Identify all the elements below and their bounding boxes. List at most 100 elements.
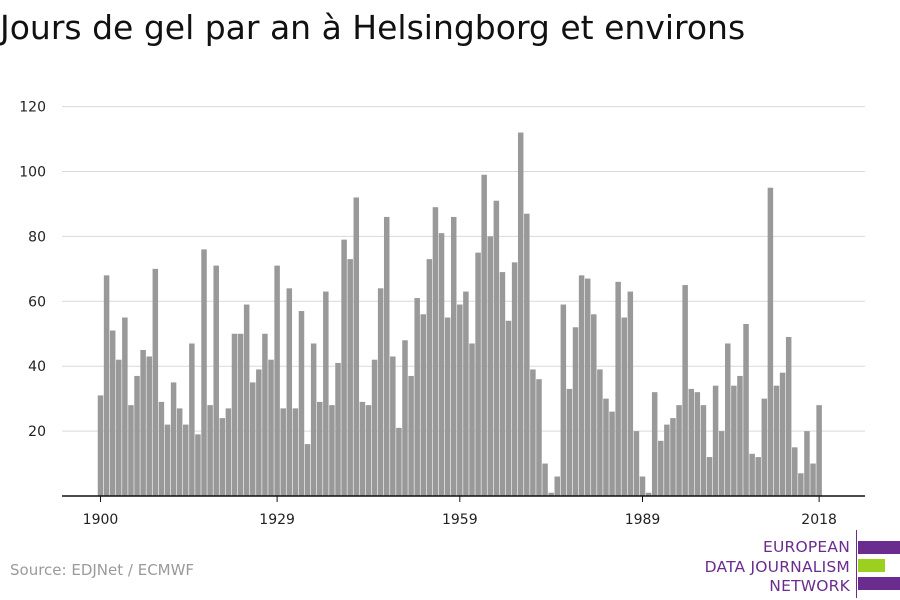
bar-1927[interactable] — [262, 333, 268, 496]
bar-1953[interactable] — [420, 314, 427, 496]
bar-2018[interactable] — [816, 405, 822, 496]
bar-1996[interactable] — [682, 285, 688, 496]
edjnet-logo[interactable]: EUROPEAN DATA JOURNALISM NETWORK — [700, 530, 900, 598]
bar-1961[interactable] — [469, 343, 475, 497]
bar-1969[interactable] — [517, 132, 524, 496]
bar-1973[interactable] — [542, 463, 548, 496]
bar-1923[interactable] — [237, 333, 244, 496]
bar-1979[interactable] — [578, 275, 585, 496]
bar-1936[interactable] — [316, 401, 323, 496]
bar-1931[interactable] — [286, 288, 293, 496]
bar-1970[interactable] — [524, 213, 530, 496]
bar-2016[interactable] — [804, 431, 810, 496]
bar-1987[interactable] — [627, 291, 634, 496]
bar-1941[interactable] — [347, 259, 353, 497]
bar-1910[interactable] — [158, 401, 165, 496]
bar-1980[interactable] — [584, 278, 591, 496]
bar-1957[interactable] — [444, 317, 451, 496]
bar-1920[interactable] — [219, 418, 226, 496]
bar-1902[interactable] — [109, 330, 116, 497]
bar-2006[interactable] — [743, 324, 749, 496]
bar-2005[interactable] — [737, 375, 743, 496]
bar-1906[interactable] — [134, 375, 140, 496]
bar-2014[interactable] — [792, 447, 798, 496]
bar-1939[interactable] — [335, 362, 341, 496]
bar-1948[interactable] — [390, 356, 396, 496]
bar-1921[interactable] — [225, 408, 232, 496]
bar-1904[interactable] — [122, 317, 128, 496]
bar-1917[interactable] — [201, 249, 207, 496]
bar-1942[interactable] — [353, 197, 360, 496]
bar-2001[interactable] — [712, 385, 719, 496]
bar-1956[interactable] — [438, 233, 445, 496]
bar-2002[interactable] — [718, 431, 725, 496]
bar-1940[interactable] — [341, 239, 347, 496]
bar-1954[interactable] — [426, 259, 433, 497]
bar-1975[interactable] — [554, 476, 561, 496]
bar-1967[interactable] — [505, 320, 512, 496]
bar-1912[interactable] — [170, 382, 177, 497]
bar-1965[interactable] — [493, 200, 500, 496]
bar-1976[interactable] — [560, 304, 567, 496]
bar-1955[interactable] — [432, 207, 439, 496]
bar-1924[interactable] — [243, 304, 250, 496]
bar-2010[interactable] — [767, 187, 774, 496]
bar-1952[interactable] — [414, 298, 420, 496]
bar-1971[interactable] — [530, 369, 536, 496]
bar-1914[interactable] — [183, 424, 189, 496]
bar-2009[interactable] — [761, 398, 768, 496]
bar-2000[interactable] — [706, 457, 713, 496]
bar-2007[interactable] — [749, 453, 755, 496]
bar-1959[interactable] — [457, 304, 463, 496]
bar-1994[interactable] — [670, 418, 676, 496]
bar-1925[interactable] — [250, 382, 256, 497]
bar-1962[interactable] — [475, 252, 481, 497]
bar-1986[interactable] — [621, 317, 627, 496]
bar-1988[interactable] — [633, 431, 640, 496]
bar-1949[interactable] — [396, 427, 402, 496]
bar-2011[interactable] — [773, 385, 780, 496]
bar-1933[interactable] — [298, 311, 305, 496]
bar-1938[interactable] — [329, 405, 335, 496]
bar-1915[interactable] — [189, 343, 195, 497]
bar-1999[interactable] — [700, 405, 707, 496]
bar-1944[interactable] — [365, 405, 372, 496]
bar-1950[interactable] — [402, 340, 408, 496]
bar-1968[interactable] — [511, 262, 518, 496]
bar-1913[interactable] — [176, 408, 183, 496]
bar-1929[interactable] — [274, 265, 280, 497]
bar-1916[interactable] — [195, 434, 201, 497]
bar-1935[interactable] — [310, 343, 317, 497]
bar-2008[interactable] — [755, 457, 761, 496]
bar-1995[interactable] — [676, 405, 682, 496]
bar-1903[interactable] — [116, 359, 122, 496]
bar-1922[interactable] — [231, 333, 238, 496]
bar-1963[interactable] — [481, 174, 487, 496]
bar-1964[interactable] — [487, 236, 494, 496]
bar-2013[interactable] — [785, 337, 792, 496]
bar-1951[interactable] — [408, 375, 414, 496]
bar-1982[interactable] — [597, 369, 603, 496]
bar-1947[interactable] — [383, 216, 390, 496]
bar-1932[interactable] — [292, 408, 299, 496]
bar-1985[interactable] — [615, 281, 621, 496]
bar-1966[interactable] — [499, 272, 506, 497]
bar-1945[interactable] — [371, 359, 378, 496]
bar-1909[interactable] — [152, 268, 159, 496]
bar-1907[interactable] — [140, 349, 146, 497]
bar-1900[interactable] — [97, 395, 104, 496]
bar-1918[interactable] — [207, 405, 213, 496]
bar-1930[interactable] — [280, 408, 286, 496]
bar-2012[interactable] — [779, 372, 786, 496]
bar-1911[interactable] — [164, 424, 171, 496]
bar-1901[interactable] — [103, 275, 110, 496]
bar-2017[interactable] — [810, 463, 816, 496]
bar-1992[interactable] — [658, 440, 664, 496]
bar-1978[interactable] — [572, 327, 579, 496]
bar-2004[interactable] — [731, 385, 737, 496]
bar-1919[interactable] — [213, 265, 219, 497]
bar-1998[interactable] — [694, 392, 701, 496]
bar-1934[interactable] — [304, 444, 311, 496]
bar-1972[interactable] — [536, 379, 542, 496]
bar-2015[interactable] — [798, 473, 804, 496]
